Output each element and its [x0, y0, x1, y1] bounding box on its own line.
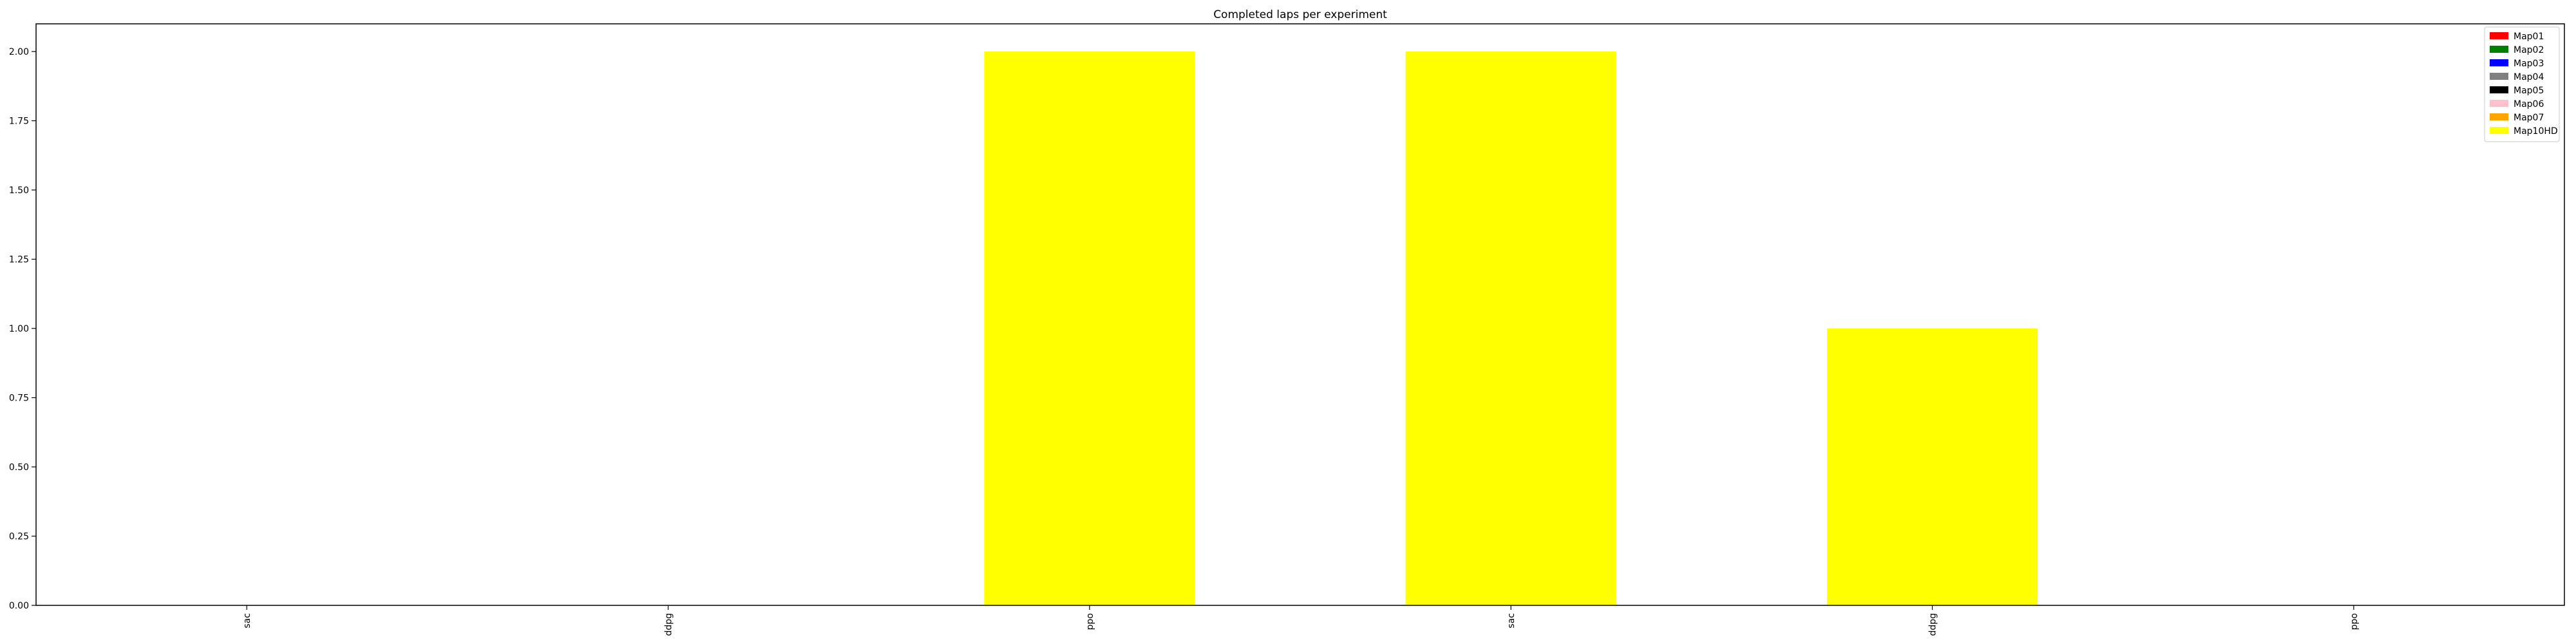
bar-map10hd-2 [984, 52, 1195, 605]
bars-group [984, 52, 2038, 605]
legend-swatch-map10hd [2490, 127, 2508, 134]
y-tick-label: 1.00 [9, 324, 29, 334]
y-axis: 0.00 0.25 0.50 0.75 1.00 1.25 1.50 1.75 2.00 [9, 47, 36, 611]
legend: Map01 Map02 Map03 Map04 Map05 Map06 Map07 Map10… [2484, 26, 2560, 142]
legend-label-map01: Map01 [2514, 32, 2544, 42]
x-axis: sac ddpg ppo sac ddpg ppo [242, 605, 2360, 636]
legend-swatch-map02 [2490, 46, 2508, 53]
x-tick-label: sac [1506, 613, 1517, 629]
legend-label-map04: Map04 [2514, 72, 2544, 82]
x-tick-label: ddpg [1928, 613, 1938, 636]
legend-label-map02: Map02 [2514, 45, 2544, 55]
legend-swatch-map03 [2490, 59, 2508, 66]
y-tick-label: 0.00 [9, 601, 29, 611]
legend-box [2484, 26, 2560, 142]
bar-map10hd-4 [1826, 328, 2038, 605]
legend-label-map03: Map03 [2514, 59, 2544, 69]
legend-label-map05: Map05 [2514, 86, 2544, 96]
legend-swatch-map06 [2490, 100, 2508, 107]
y-tick-label: 0.75 [9, 393, 29, 404]
bar-map10hd-3 [1405, 52, 1616, 605]
plot-area: 0.00 0.25 0.50 0.75 1.00 1.25 1.50 1.75 2.00 sac… [9, 23, 2565, 636]
legend-label-map10hd: Map10HD [2514, 126, 2558, 137]
y-tick-label: 1.50 [9, 185, 29, 196]
y-tick-label: 2.00 [9, 47, 29, 57]
x-tick-label: sac [242, 613, 252, 629]
legend-swatch-map07 [2490, 113, 2508, 120]
plot-frame [35, 23, 2565, 606]
chart-title: Completed laps per experiment [1213, 8, 1387, 21]
y-tick-label: 1.25 [9, 255, 29, 265]
y-tick-label: 0.50 [9, 462, 29, 473]
legend-swatch-map04 [2490, 73, 2508, 80]
legend-label-map06: Map06 [2514, 99, 2544, 109]
legend-swatch-map05 [2490, 86, 2508, 93]
x-tick-label: ppo [1085, 613, 1095, 630]
legend-swatch-map01 [2490, 32, 2508, 39]
y-tick-label: 1.75 [9, 117, 29, 127]
legend-label-map07: Map07 [2514, 113, 2544, 123]
x-tick-label: ddpg [664, 613, 674, 636]
x-tick-label: ppo [2349, 613, 2360, 630]
y-tick-label: 0.25 [9, 532, 29, 542]
